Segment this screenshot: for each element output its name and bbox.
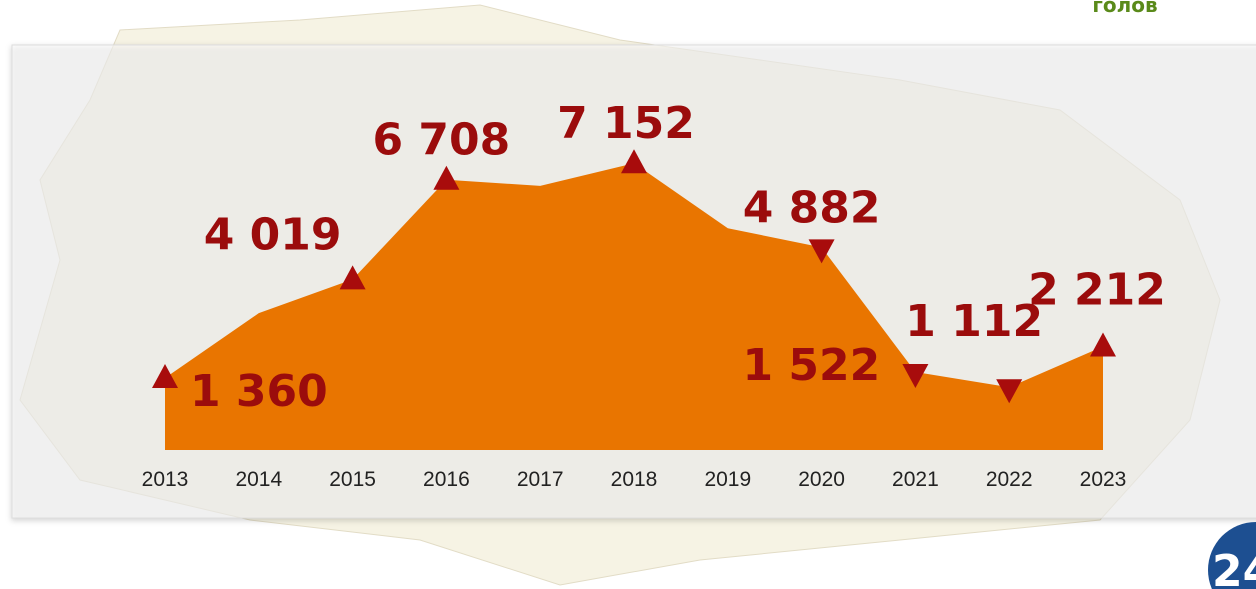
marker [808,239,835,264]
x-tick-label: 2018 [611,468,658,491]
page-number: 24 [1212,546,1256,589]
value-label: 1 522 [743,340,881,391]
area [165,163,1103,450]
value-label: 7 152 [557,98,695,149]
x-tick-label: 2021 [892,468,939,491]
value-label: 1 360 [190,366,328,417]
value-label: 4 882 [743,182,881,233]
value-label: 1 112 [905,296,1043,347]
x-tick-label: 2020 [798,468,845,491]
marker [152,364,178,389]
value-label: 6 708 [373,115,511,166]
marker [621,149,647,174]
x-tick-label: 2013 [142,468,189,491]
x-tick-label: 2016 [423,468,470,491]
marker [996,379,1023,404]
x-tick-label: 2022 [986,468,1033,491]
x-tick-label: 2023 [1080,468,1127,491]
value-label: 2 212 [1028,264,1166,315]
unit-label: голов [1092,0,1157,17]
marker [902,364,929,389]
x-tick-label: 2014 [235,468,282,491]
x-tick-label: 2019 [704,468,751,491]
marker [339,265,366,290]
page-badge [1208,522,1256,589]
marker [1090,332,1116,357]
value-label: 4 019 [204,209,342,260]
x-tick-label: 2017 [517,468,564,491]
marker [433,165,460,190]
x-tick-label: 2015 [329,468,376,491]
